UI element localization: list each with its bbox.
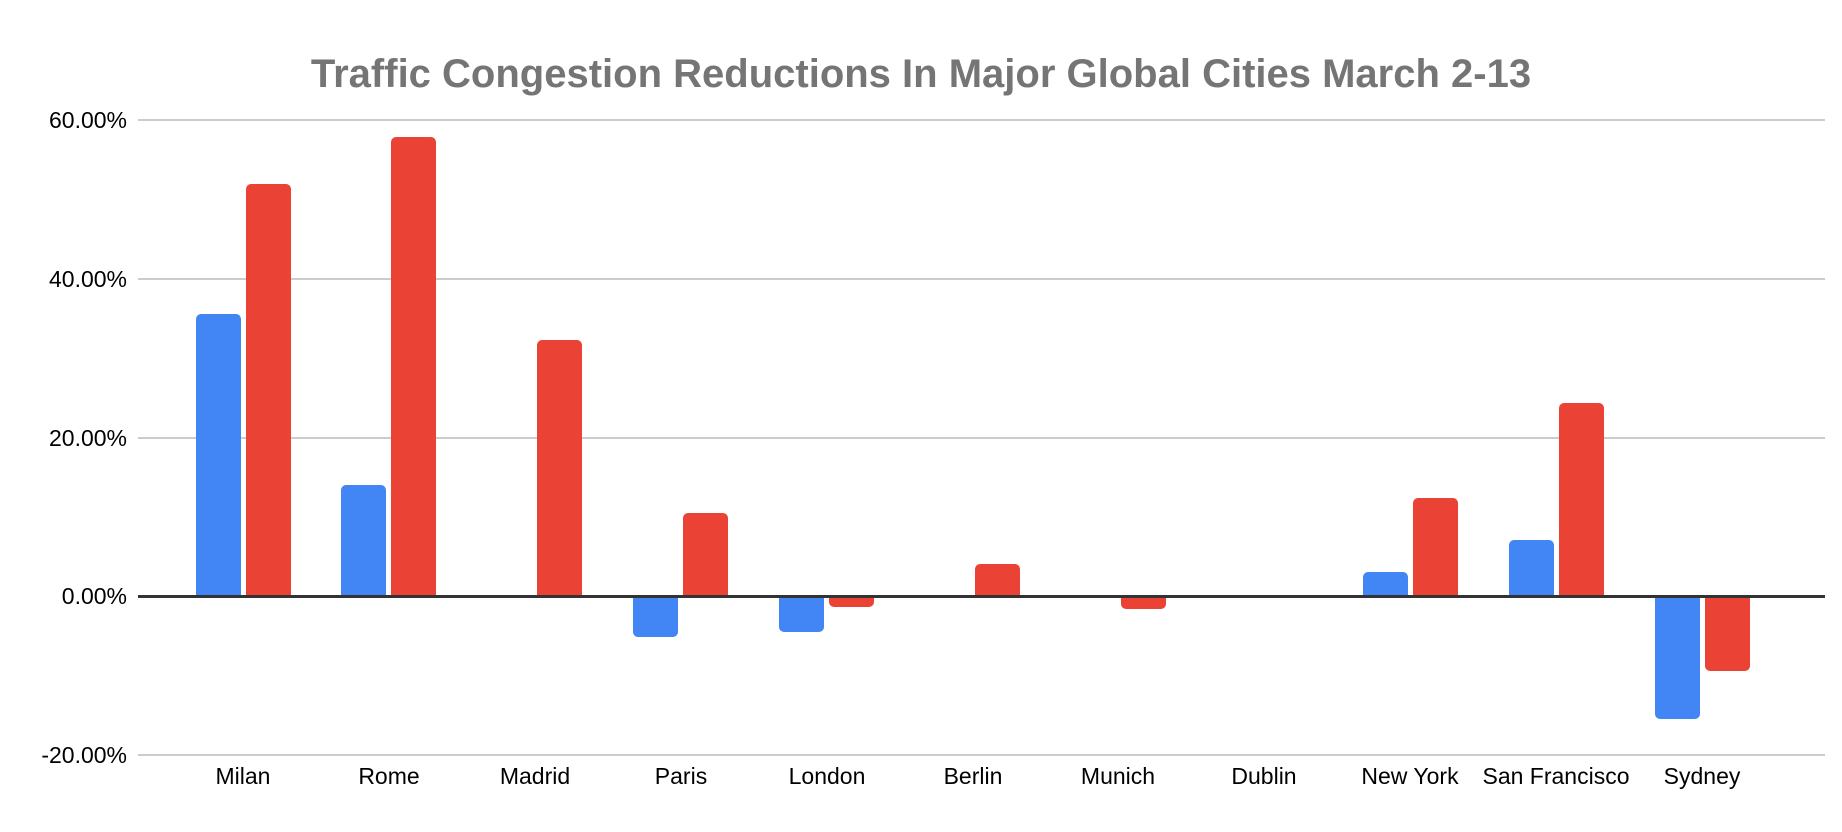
bar-san-francisco-blue-series[interactable] (1509, 540, 1554, 596)
bar-london-blue-series[interactable] (779, 596, 824, 632)
bar-new-york-red-series[interactable] (1413, 498, 1458, 596)
y-tick-label-40: 40.00% (48, 266, 127, 292)
x-axis-label-rome: Rome (358, 763, 420, 789)
y-tick-label-20: 20.00% (48, 425, 127, 451)
gridline-40 (138, 278, 1825, 280)
bar-san-francisco-red-series[interactable] (1559, 403, 1604, 596)
x-axis-label-new-york: New York (1361, 763, 1459, 789)
bar-sydney-red-series[interactable] (1705, 596, 1750, 671)
bar-paris-blue-series[interactable] (633, 596, 678, 637)
gridline--20 (138, 754, 1825, 756)
gridline-60 (138, 119, 1825, 121)
bar-rome-blue-series[interactable] (341, 485, 386, 596)
bar-milan-blue-series[interactable] (196, 314, 241, 596)
x-axis-label-milan: Milan (215, 763, 271, 789)
bar-sydney-blue-series[interactable] (1655, 596, 1700, 719)
x-axis-label-madrid: Madrid (499, 763, 571, 789)
x-axis-label-sydney: Sydney (1663, 763, 1741, 789)
x-axis-label-dublin: Dublin (1231, 763, 1297, 789)
x-axis-label-paris: Paris (654, 763, 708, 789)
bar-london-red-series[interactable] (829, 596, 874, 607)
bar-rome-red-series[interactable] (391, 137, 436, 596)
x-axis-label-berlin: Berlin (943, 763, 1003, 789)
gridline-20 (138, 437, 1825, 439)
x-axis-line (138, 595, 1825, 598)
bar-milan-red-series[interactable] (246, 184, 291, 597)
bar-munich-red-series[interactable] (1121, 596, 1166, 609)
y-tick-label-60: 60.00% (48, 107, 127, 133)
x-axis-label-munich: Munich (1080, 763, 1156, 789)
bar-madrid-red-series[interactable] (537, 340, 582, 596)
y-tick-label-0: 0.00% (61, 583, 127, 609)
chart-title: Traffic Congestion Reductions In Major G… (310, 52, 1532, 96)
bar-new-york-blue-series[interactable] (1363, 572, 1408, 596)
x-axis-label-san-francisco: San Francisco (1482, 763, 1630, 789)
x-axis-label-london: London (788, 763, 866, 789)
bar-paris-red-series[interactable] (683, 513, 728, 596)
bar-berlin-red-series[interactable] (975, 564, 1020, 597)
y-tick-label--20: -20.00% (41, 742, 127, 768)
